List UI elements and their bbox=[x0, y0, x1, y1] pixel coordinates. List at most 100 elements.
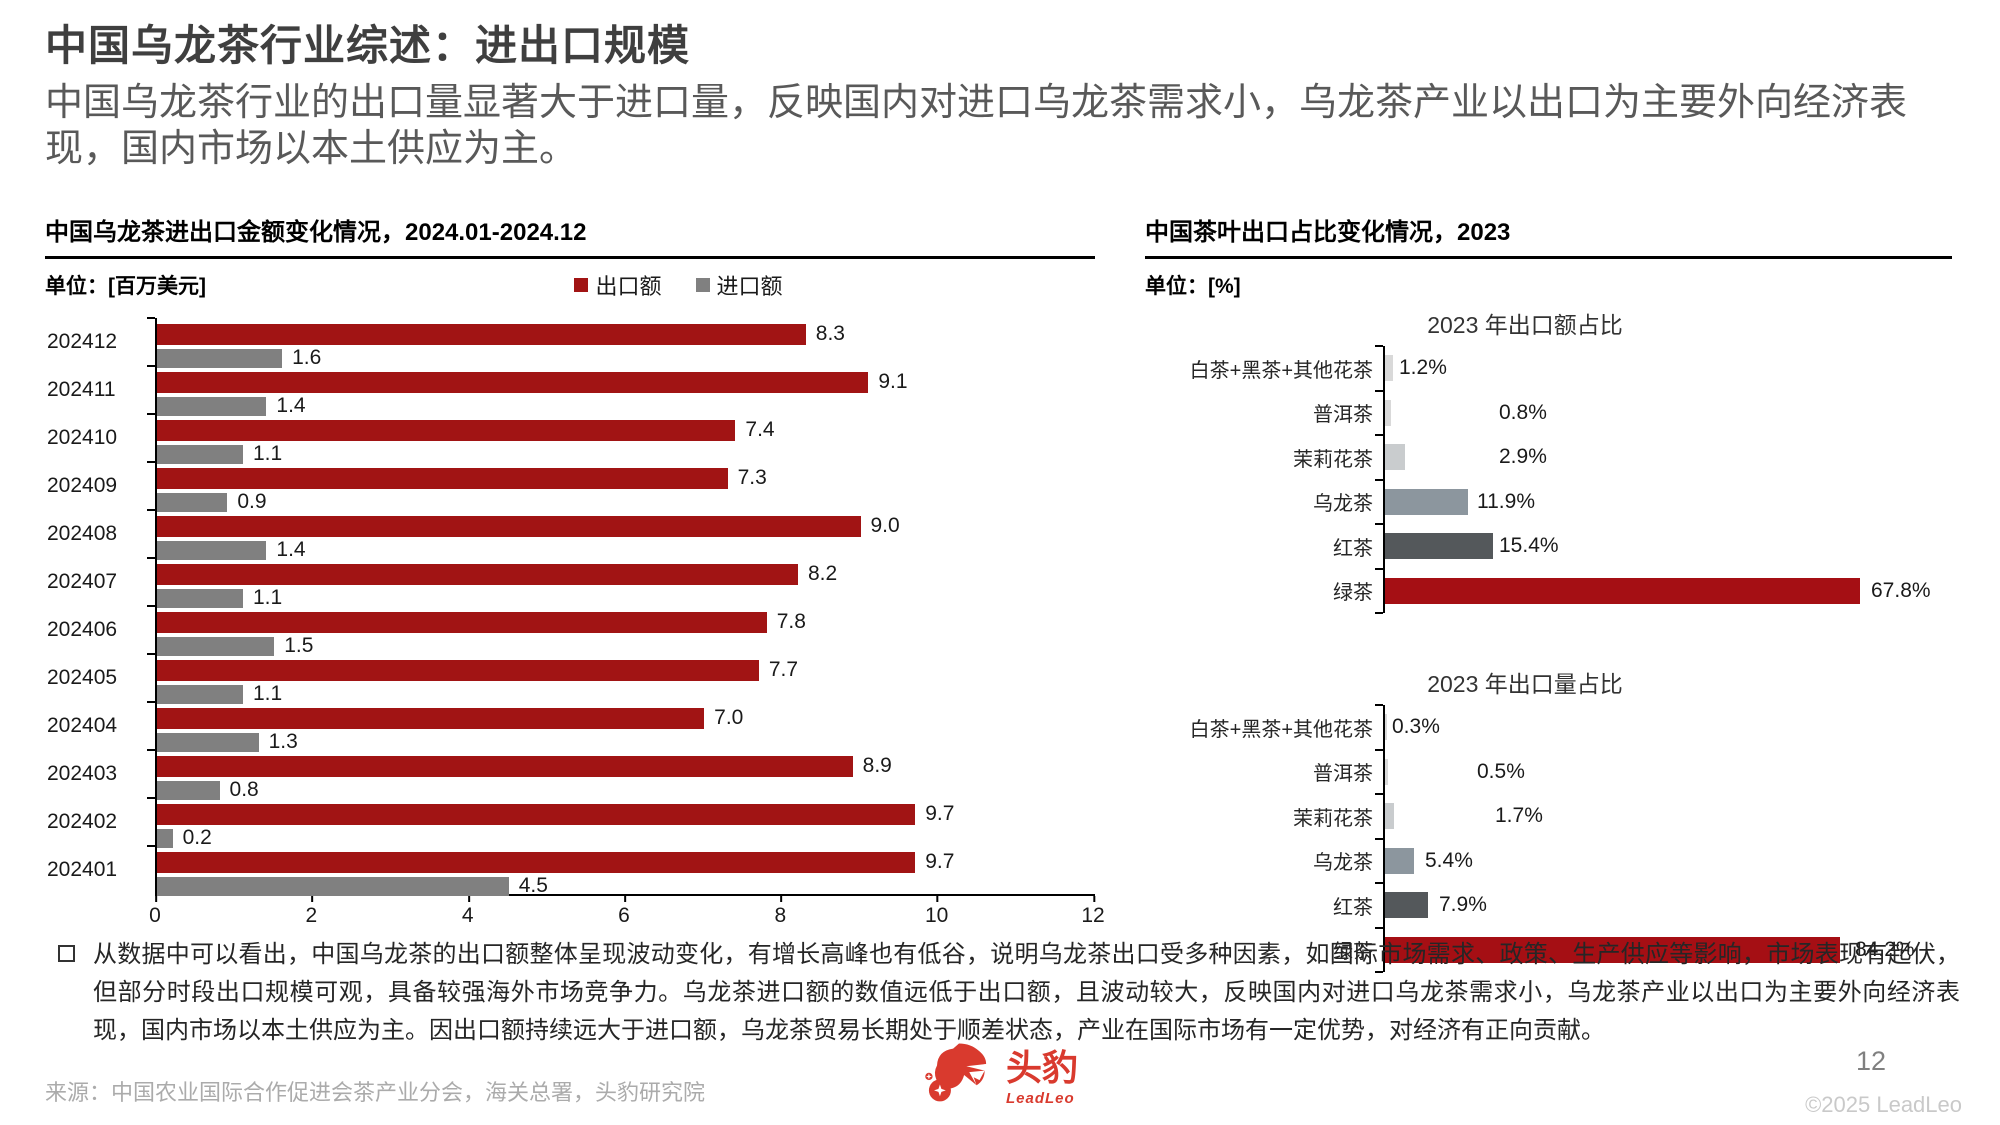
import-bar-line: 1.4 bbox=[157, 394, 1095, 418]
share-chart-row: 红茶 7.9% bbox=[1145, 882, 1952, 928]
bar-value-label: 0.8% bbox=[1499, 400, 1547, 424]
export-bar-line: 9.1 bbox=[157, 370, 1095, 394]
bar-value-label: 67.8% bbox=[1871, 578, 1931, 602]
share-bar bbox=[1385, 577, 1860, 604]
month-label: 202412 bbox=[47, 330, 118, 353]
export-bar-line: 7.3 bbox=[157, 466, 1095, 490]
import-bar-line: 0.9 bbox=[157, 490, 1095, 514]
left-chart-row: 202401 9.7 4.5 bbox=[47, 845, 1095, 897]
bar-value-label: 7.3 bbox=[737, 466, 767, 489]
bar-value-label: 1.5 bbox=[284, 634, 314, 657]
page-title: 中国乌龙茶行业综述：进出口规模 bbox=[45, 22, 691, 69]
leadleo-logo-zh: 头豹 bbox=[1005, 1046, 1079, 1088]
export-legend-label: 出口额 bbox=[595, 274, 662, 299]
bar-value-label: 9.7 bbox=[925, 850, 955, 873]
left-chart-row: 202412 8.3 1.6 bbox=[47, 317, 1095, 369]
bar-value-label: 7.4 bbox=[745, 418, 775, 441]
share-plot-cell: 84.2% bbox=[1375, 926, 1952, 973]
category-label: 茉莉花茶 bbox=[1293, 807, 1373, 830]
share-bar bbox=[1385, 936, 1840, 963]
export-bar-line: 8.9 bbox=[157, 754, 1095, 778]
export-bar bbox=[157, 611, 767, 633]
import-legend-swatch bbox=[695, 278, 710, 292]
import-bar-line: 1.1 bbox=[157, 586, 1095, 610]
left-chart-unit-label: 单位：[百万美元] bbox=[45, 275, 206, 298]
copyright-note: ©2025 LeadLeo bbox=[1805, 1092, 1962, 1117]
share-chart-row: 乌龙茶 11.9% bbox=[1145, 478, 1952, 524]
export-bar-line: 9.7 bbox=[157, 802, 1095, 826]
bar-value-label: 1.4 bbox=[276, 394, 306, 417]
share-bar bbox=[1385, 399, 1391, 426]
month-label: 202401 bbox=[47, 858, 118, 881]
import-bar bbox=[157, 588, 243, 608]
export-bar bbox=[157, 851, 916, 873]
bar-value-label: 1.4 bbox=[276, 538, 306, 561]
category-label: 白茶+黑茶+其他花茶 bbox=[1189, 359, 1373, 382]
bar-value-label: 8.9 bbox=[862, 754, 892, 777]
import-bar-line: 1.3 bbox=[157, 730, 1095, 754]
export-bar bbox=[157, 707, 705, 729]
month-label: 202406 bbox=[47, 618, 118, 641]
bar-value-label: 0.9 bbox=[237, 490, 267, 513]
bar-value-label: 1.1 bbox=[252, 442, 283, 465]
export-bar bbox=[157, 659, 759, 681]
source-note: 来源：中国农业国际合作促进会茶产业分会，海关总署，头豹研究院 bbox=[45, 1080, 706, 1105]
left-chart-unit-row: 单位：[百万美元] 出口额 进口额 bbox=[45, 268, 1095, 302]
x-axis-tick: 8 bbox=[774, 896, 787, 927]
share-bar bbox=[1385, 355, 1394, 382]
share-bar bbox=[1385, 847, 1415, 874]
export-value-share-rows: 白茶+黑茶+其他花茶 1.2% 普洱茶 0.8% 茉莉花茶 2.9% 乌龙茶 11.9% 红茶 1… bbox=[1145, 345, 1952, 614]
import-bar bbox=[157, 540, 267, 560]
category-label: 红茶 bbox=[1333, 896, 1373, 919]
left-chart-row: 202410 7.4 1.1 bbox=[47, 413, 1095, 465]
category-label: 普洱茶 bbox=[1313, 404, 1373, 427]
import-bar-line: 1.4 bbox=[157, 538, 1095, 562]
import-bar bbox=[157, 396, 267, 416]
right-chart-block: 中国茶叶出口占比变化情况，2023 单位：[%] 2023 年出口额占比 白茶+… bbox=[1145, 212, 1952, 973]
share-chart-row: 白茶+黑茶+其他花茶 0.3% bbox=[1145, 704, 1952, 750]
bullet-square-icon bbox=[58, 945, 75, 962]
month-label: 202409 bbox=[47, 474, 118, 497]
import-bar bbox=[157, 444, 243, 464]
import-bar bbox=[157, 780, 220, 800]
takeaway-section: 从数据中可以看出，中国乌龙茶的出口额整体呈现波动变化，有增长高峰也有低谷，说明乌… bbox=[58, 936, 1960, 1050]
x-axis-tick: 6 bbox=[618, 896, 630, 927]
export-bar bbox=[157, 515, 861, 537]
import-bar-line: 0.8 bbox=[157, 778, 1095, 802]
share-bar bbox=[1385, 803, 1395, 830]
x-axis-tick: 2 bbox=[305, 896, 318, 927]
share-chart-row: 普洱茶 0.8% bbox=[1145, 389, 1952, 435]
month-label: 202405 bbox=[47, 666, 118, 689]
export-volume-share-rows: 白茶+黑茶+其他花茶 0.3% 普洱茶 0.5% 茉莉花茶 1.7% 乌龙茶 5.4% 红茶 7.… bbox=[1145, 704, 1952, 973]
import-bar bbox=[157, 348, 283, 368]
bar-value-label: 8.2 bbox=[807, 562, 838, 585]
export-value-share-title: 2023 年出口额占比 bbox=[1427, 312, 1623, 338]
share-chart-row: 茉莉花茶 2.9% bbox=[1145, 434, 1952, 480]
import-legend-label: 进口额 bbox=[716, 274, 783, 299]
leadleo-logo: 头豹 LeadLeo bbox=[922, 1042, 1078, 1113]
month-label: 202410 bbox=[47, 426, 118, 449]
share-bar bbox=[1385, 714, 1387, 741]
import-bar-line: 0.2 bbox=[157, 826, 1095, 850]
x-axis-tick: 0 bbox=[149, 896, 161, 927]
share-plot-cell: 1.2% bbox=[1375, 345, 1952, 391]
import-bar-line: 1.6 bbox=[157, 346, 1095, 370]
leadleo-logo-en: LeadLeo bbox=[1005, 1089, 1075, 1107]
import-bar-line: 4.5 bbox=[157, 874, 1095, 898]
bar-value-label: 1.2% bbox=[1399, 356, 1447, 380]
bar-value-label: 0.2 bbox=[182, 826, 212, 849]
share-bar bbox=[1385, 892, 1428, 919]
x-axis-tick: 4 bbox=[461, 896, 474, 927]
export-bar-line: 9.0 bbox=[157, 514, 1095, 538]
category-label: 绿茶 bbox=[1333, 941, 1373, 964]
share-plot-cell: 67.8% bbox=[1375, 567, 1952, 614]
export-bar-line: 9.7 bbox=[157, 850, 1095, 874]
left-chart-row: 202407 8.2 1.1 bbox=[47, 557, 1095, 609]
export-bar bbox=[157, 371, 869, 393]
page-subtitle: 中国乌龙茶行业的出口量显著大于进口量，反映国内对进口乌龙茶需求小，乌龙茶产业以出… bbox=[45, 82, 1908, 170]
left-chart-block: 中国乌龙茶进出口金额变化情况，2024.01-2024.12 单位：[百万美元]… bbox=[45, 212, 1105, 932]
leadleo-logo-text: 头豹 LeadLeo bbox=[1005, 1046, 1079, 1107]
left-chart-row: 202403 8.9 0.8 bbox=[47, 749, 1095, 801]
bar-value-label: 9.0 bbox=[870, 514, 900, 537]
bar-value-label: 5.4% bbox=[1425, 848, 1473, 872]
